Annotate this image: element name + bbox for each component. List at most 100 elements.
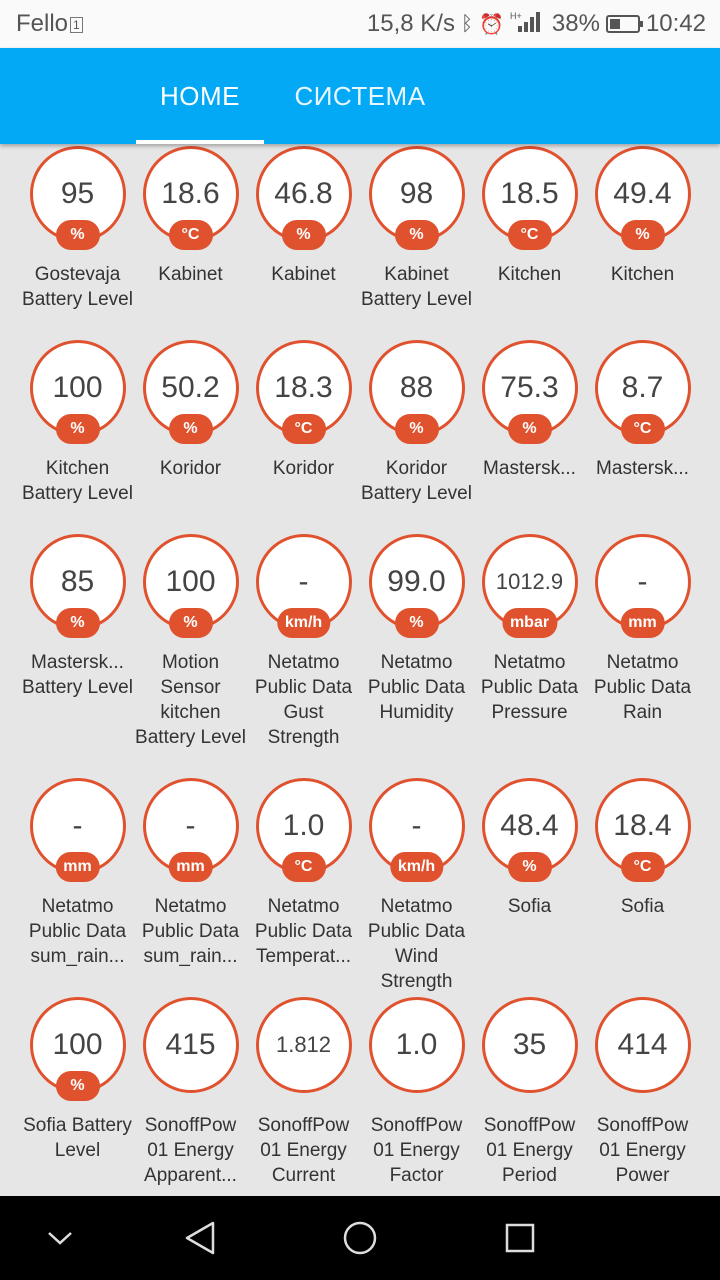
sensor-badge[interactable]: - km/h Netatmo Public Data Gust Strength xyxy=(247,534,360,750)
sensor-badge[interactable]: - km/h Netatmo Public Data Wind Strength xyxy=(360,778,473,994)
sensor-badge[interactable]: 95% Gostevaja Battery Level xyxy=(21,146,134,312)
badge-unit: % xyxy=(281,220,326,250)
badge-unit: % xyxy=(507,414,552,444)
badge-unit: mm xyxy=(620,608,665,638)
sensor-badge[interactable]: 46.8% Kabinet xyxy=(247,146,360,312)
sensor-badge[interactable]: - mm Netatmo Public Data sum_rain... xyxy=(21,778,134,994)
sensor-badge[interactable]: 1.0 °C Netatmo Public Data Temperat... xyxy=(247,778,360,994)
chevron-down-icon[interactable] xyxy=(20,1196,100,1280)
tab-system[interactable]: СИСТЕМА xyxy=(280,48,440,144)
badge-gauge: 18.3 °C xyxy=(255,340,352,444)
alarm-icon: ⏰ xyxy=(478,13,504,36)
badge-unit: km/h xyxy=(389,852,444,882)
tab-indicator xyxy=(136,140,264,144)
badge-unit: % xyxy=(168,608,213,638)
badge-value: 98 xyxy=(399,177,434,210)
sensor-badge[interactable]: 100% Motion Sensor kitchen Battery Level xyxy=(134,534,247,750)
sensor-badge[interactable]: 88% Koridor Battery Level xyxy=(360,340,473,506)
badge-gauge: - km/h xyxy=(368,778,465,882)
badge-label: Mastersk... xyxy=(483,458,576,479)
badge-value: 18.5 xyxy=(500,177,559,210)
badge-unit: °C xyxy=(620,852,665,882)
badge-unit: % xyxy=(394,220,439,250)
sensor-badge[interactable]: 49.4% Kitchen xyxy=(586,146,699,312)
badge-label: Kabinet Battery Level xyxy=(361,264,472,310)
sensor-badge[interactable]: 100% Sofia Battery Level xyxy=(21,997,134,1188)
badge-label: Gostevaja Battery Level xyxy=(22,264,133,310)
badge-label: Kitchen xyxy=(497,264,562,285)
badge-value: - xyxy=(72,809,83,842)
sensor-badge[interactable]: 8.7 °C Mastersk... xyxy=(586,340,699,506)
recents-icon[interactable] xyxy=(480,1196,560,1280)
badge-label: Netatmo Public Data sum_rain... xyxy=(141,896,240,967)
home-icon[interactable] xyxy=(320,1196,400,1280)
sensor-badge[interactable]: 48.4% Sofia xyxy=(473,778,586,994)
sensor-row: 100% Sofia Battery Level 415 SonoffPow 01 E… xyxy=(21,997,699,1188)
badge-value: 100 xyxy=(52,371,103,404)
badge-value: 48.4 xyxy=(500,809,559,842)
badge-label: SonoffPow 01 Energy Power xyxy=(596,1115,689,1186)
sensor-grid-container[interactable]: 95% Gostevaja Battery Level 18.6 °C Kabinet 4… xyxy=(0,144,720,1196)
badge-gauge: 8.7 °C xyxy=(594,340,691,444)
battery-icon xyxy=(605,15,643,33)
sensor-badge[interactable]: 35 SonoffPow 01 Energy Period xyxy=(473,997,586,1188)
sensor-badge[interactable]: 18.4 °C Sofia xyxy=(586,778,699,994)
sensor-badge[interactable]: 18.6 °C Kabinet xyxy=(134,146,247,312)
sensor-badge[interactable]: 100% Kitchen Battery Level xyxy=(21,340,134,506)
sensor-badge[interactable]: 99.0% Netatmo Public Data Humidity xyxy=(360,534,473,750)
badge-gauge: 48.4% xyxy=(481,778,578,882)
badge-gauge: 35 xyxy=(481,997,578,1093)
badge-label: SonoffPow 01 Energy Period xyxy=(483,1115,576,1186)
sensor-badge[interactable]: - mm Netatmo Public Data Rain xyxy=(586,534,699,750)
badge-unit: % xyxy=(394,414,439,444)
battery-percent: 38% xyxy=(551,10,600,37)
badge-gauge: 99.0% xyxy=(368,534,465,638)
badge-unit: km/h xyxy=(276,608,331,638)
sensor-badge[interactable]: 18.5 °C Kitchen xyxy=(473,146,586,312)
badge-label: SonoffPow 01 Energy Factor xyxy=(370,1115,463,1186)
sensor-badge[interactable]: 1012.9 mbar Netatmo Public Data Pressure xyxy=(473,534,586,750)
sensor-row: 100% Kitchen Battery Level 50.2% Koridor 18.… xyxy=(21,340,699,506)
sensor-badge[interactable]: 1.0 SonoffPow 01 Energy Factor xyxy=(360,997,473,1188)
badge-circle: 85 xyxy=(29,534,126,630)
badge-value: 1012.9 xyxy=(495,569,564,594)
badge-unit: °C xyxy=(281,414,326,444)
badge-gauge: 100% xyxy=(142,534,239,638)
sensor-badge[interactable]: 414 SonoffPow 01 Energy Power xyxy=(586,997,699,1188)
badge-gauge: 46.8% xyxy=(255,146,352,250)
sensor-badge[interactable]: 50.2% Koridor xyxy=(134,340,247,506)
badge-unit: °C xyxy=(620,414,665,444)
badge-value: 85 xyxy=(60,565,95,598)
badge-gauge: 100% xyxy=(29,997,126,1101)
sensor-badge[interactable]: 1.812 SonoffPow 01 Energy Current xyxy=(247,997,360,1188)
signal-icon: H+ xyxy=(510,10,546,38)
badge-gauge: 1.0 xyxy=(368,997,465,1093)
badge-circle: 35 xyxy=(481,997,578,1093)
badge-value: 18.6 xyxy=(161,177,220,210)
back-icon[interactable] xyxy=(160,1196,240,1280)
badge-gauge: 18.5 °C xyxy=(481,146,578,250)
sensor-badge[interactable]: 85% Mastersk... Battery Level xyxy=(21,534,134,750)
badge-label: Netatmo Public Data Wind Strength xyxy=(367,896,466,992)
badge-value: 100 xyxy=(52,1028,103,1061)
badge-gauge: 95% xyxy=(29,146,126,250)
badge-gauge: 88% xyxy=(368,340,465,444)
sensor-badge[interactable]: 415 SonoffPow 01 Energy Apparent... xyxy=(134,997,247,1188)
sensor-badge[interactable]: - mm Netatmo Public Data sum_rain... xyxy=(134,778,247,994)
badge-circle: 100 xyxy=(29,340,126,436)
badge-value: 49.4 xyxy=(613,177,672,210)
sensor-badge[interactable]: 98% Kabinet Battery Level xyxy=(360,146,473,312)
badge-unit: % xyxy=(55,608,100,638)
badge-label: Sofia xyxy=(620,896,665,917)
sensor-badge[interactable]: 18.3 °C Koridor xyxy=(247,340,360,506)
badge-label: Kitchen xyxy=(610,264,675,285)
badge-gauge: - km/h xyxy=(255,534,352,638)
badge-gauge: 1.812 xyxy=(255,997,352,1093)
bluetooth-icon: ᛒ xyxy=(460,12,473,35)
tab-system-label: СИСТЕМА xyxy=(294,80,426,111)
sim-icon: 1 xyxy=(70,16,83,33)
tab-home[interactable]: HOME xyxy=(136,48,264,144)
sensor-badge[interactable]: 75.3% Mastersk... xyxy=(473,340,586,506)
badge-value: 415 xyxy=(165,1028,216,1061)
badge-label: Netatmo Public Data Temperat... xyxy=(254,896,353,967)
